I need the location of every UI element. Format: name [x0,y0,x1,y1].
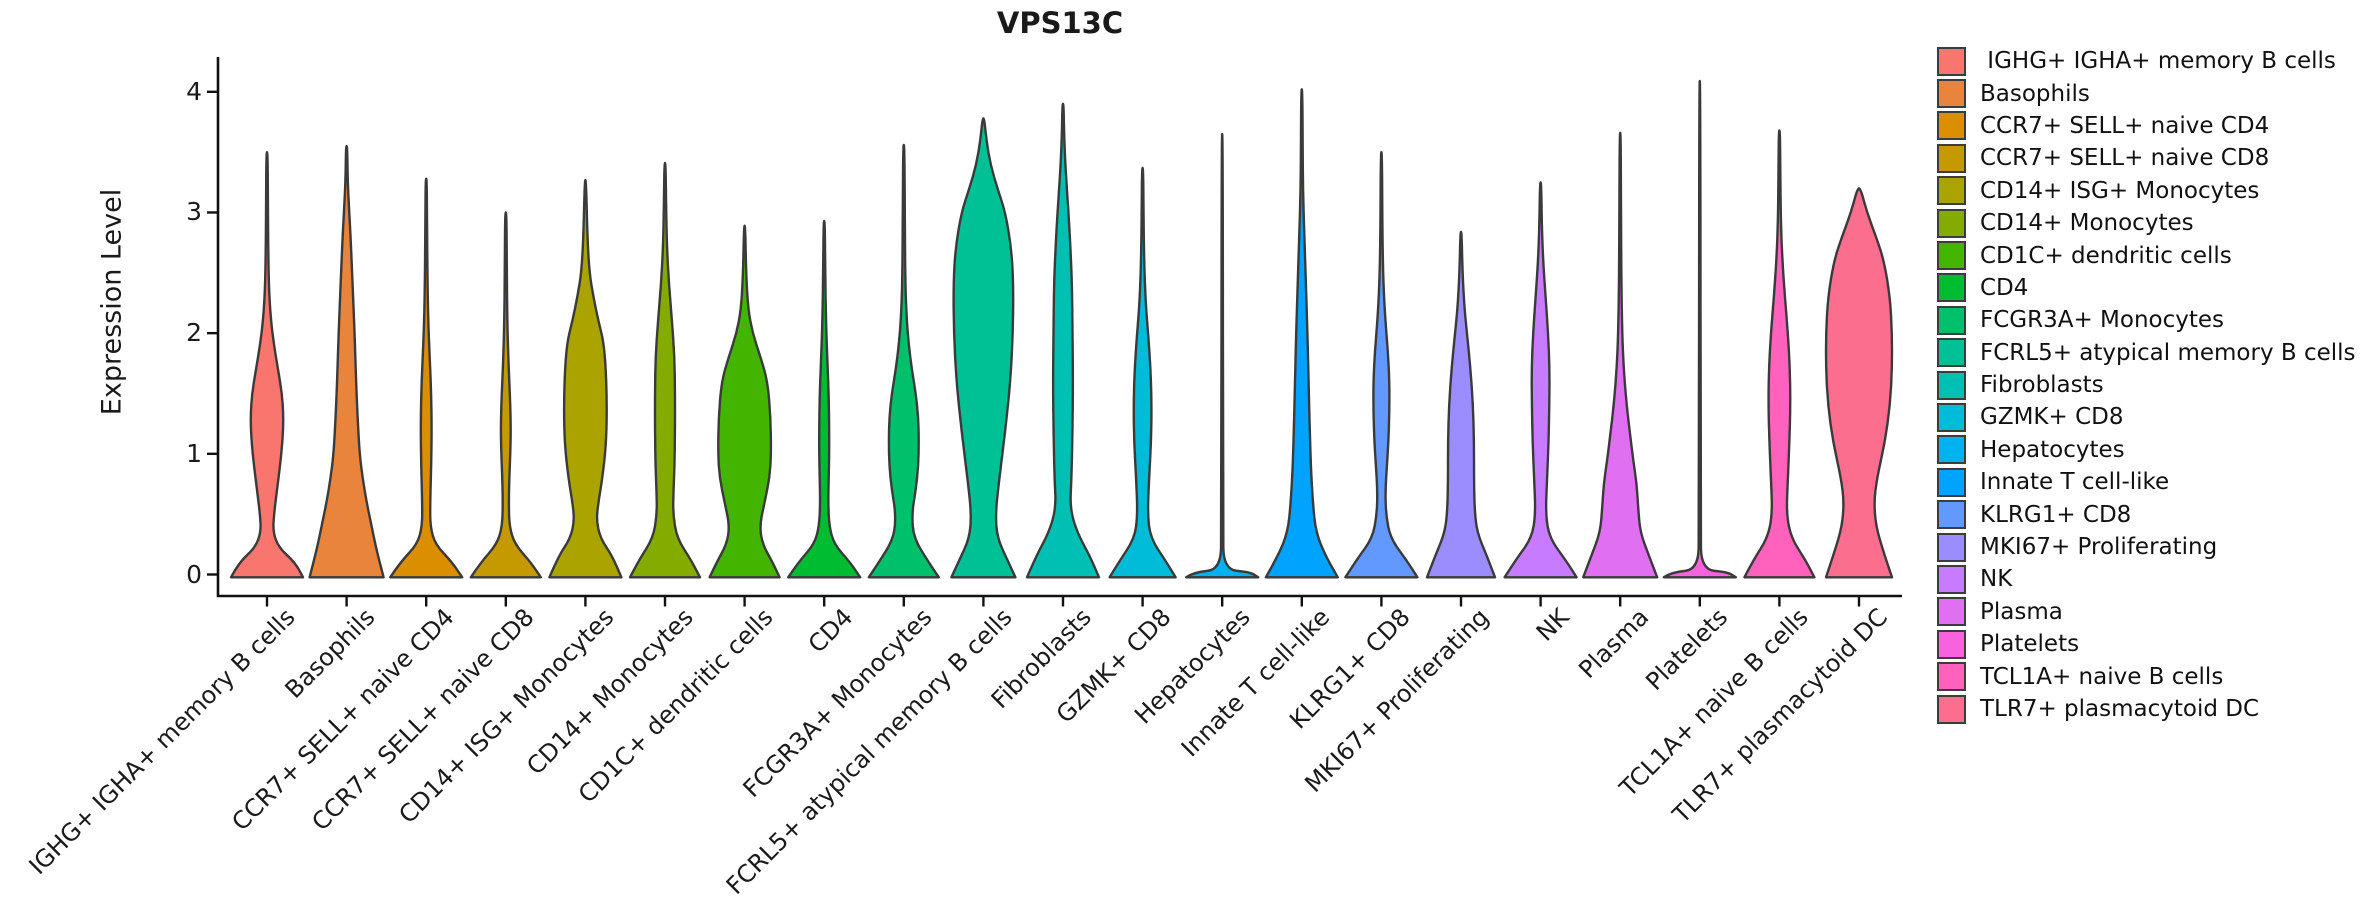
y-tick-label: 1 [186,438,202,468]
legend-swatch [1937,79,1966,109]
violin-klrg1-cd8 [1344,150,1419,579]
violin-gzmk-cd8 [1108,166,1177,579]
legend-swatch [1937,273,1966,303]
y-tick-label: 0 [186,559,202,589]
legend-item: Hepatocytes [1937,434,2356,466]
legend-swatch [1937,208,1966,238]
plot-title: VPS13C [996,6,1124,40]
legend-label: CD14+ Monocytes [1980,210,2194,237]
legend-label: TLR7+ plasmacytoid DC [1980,696,2260,722]
violin-fcgr3a-monocytes [867,143,940,579]
legend-swatch [1937,143,1966,173]
violin-platelets [1662,79,1737,579]
legend-label: Hepatocytes [1980,436,2125,463]
legend-item: CCR7+ SELL+ naive CD4 [1937,110,2356,142]
legend-label: Basophils [1980,80,2090,107]
legend-item: TLR7+ plasmacytoid DC [1937,693,2356,725]
legend-label: IGHG+ IGHA+ memory B cells [1980,48,2336,75]
violin-ccr7-sell-naive-cd4 [389,177,464,579]
violin-ccr7-sell-naive-cd8 [469,211,542,579]
legend-label: CCR7+ SELL+ naive CD4 [1980,112,2270,139]
violin-mki67-proliferating [1425,230,1497,579]
legend-swatch [1937,662,1966,692]
legend-item: FCRL5+ atypical memory B cells [1937,337,2356,369]
y-tick-label: 4 [186,76,202,106]
legend-label: Platelets [1980,631,2080,658]
violin-tcl1a-naive-b-cells [1743,129,1816,579]
legend-label: MKI67+ Proliferating [1980,534,2218,561]
legend-label: FCRL5+ atypical memory B cells [1980,339,2356,366]
legend-swatch [1937,111,1966,141]
legend-item: CD1C+ dendritic cells [1937,239,2356,271]
legend-swatch [1937,370,1966,400]
y-tick-label: 2 [186,318,202,348]
legend-label: GZMK+ CD8 [1980,404,2124,431]
legend-swatch [1937,467,1966,497]
legend-label: KLRG1+ CD8 [1980,501,2132,528]
axes-lines [216,57,1902,598]
legend-label: Plasma [1980,598,2063,625]
legend-item: KLRG1+ CD8 [1937,498,2356,530]
legend-swatch [1937,176,1966,206]
legend-swatch [1937,500,1966,530]
legend-item: IGHG+ IGHA+ memory B cells [1937,45,2356,77]
legend-label: CD1C+ dendritic cells [1980,242,2232,269]
legend-label: CCR7+ SELL+ naive CD8 [1980,145,2270,172]
legend-item: MKI67+ Proliferating [1937,531,2356,563]
legend-label: FCGR3A+ Monocytes [1980,307,2225,334]
legend-item: FCGR3A+ Monocytes [1937,304,2356,336]
legend-item: CD4 [1937,272,2356,304]
legend-swatch [1937,532,1966,562]
legend-label: CD14+ ISG+ Monocytes [1980,177,2260,204]
violin-fcrl5-atypical-memory-b-cells [950,117,1017,579]
legend-swatch [1937,694,1966,724]
violin-innate-t-cell-like [1264,88,1339,579]
legend-item: TCL1A+ naive B cells [1937,660,2356,692]
legend-item: CD14+ ISG+ Monocytes [1937,175,2356,207]
legend-item: NK [1937,563,2356,595]
violin-cd1c-dendritic-cells [708,224,781,579]
legend-swatch [1937,241,1966,271]
legend-swatch [1937,402,1966,432]
legend-swatch [1937,629,1966,659]
legend-label: Fibroblasts [1980,372,2104,399]
y-tick-label: 3 [186,197,202,227]
legend-item: GZMK+ CD8 [1937,401,2356,433]
violin-plasma [1582,131,1659,579]
legend-label: NK [1980,566,2013,593]
legend-swatch [1937,338,1966,368]
legend-swatch [1937,305,1966,335]
violin-basophils [308,144,385,579]
violin-nk [1503,181,1578,579]
violin-cd4 [787,219,862,579]
legend-swatch [1937,46,1966,76]
legend-swatch [1937,597,1966,627]
legend-item: Innate T cell-like [1937,466,2356,498]
violin-cd14-monocytes [628,161,702,579]
violin-hepatocytes [1185,132,1260,579]
legend-item: Basophils [1937,77,2356,109]
legend-item: Plasma [1937,596,2356,628]
legend: IGHG+ IGHA+ memory B cells Basophils CCR7+… [1937,45,2356,725]
violin-tlr7-plasmacytoid-dc [1824,187,1894,579]
legend-item: Platelets [1937,628,2356,660]
violin-fibroblasts [1025,102,1101,579]
legend-item: CCR7+ SELL+ naive CD8 [1937,142,2356,174]
legend-label: TCL1A+ naive B cells [1980,663,2224,690]
legend-item: CD14+ Monocytes [1937,207,2356,239]
legend-swatch [1937,564,1966,594]
violin-ighg-igha-memory-b-cells [229,150,305,579]
legend-label: CD4 [1980,274,2029,301]
legend-item: Fibroblasts [1937,369,2356,401]
legend-swatch [1937,435,1966,465]
legend-label: Innate T cell-like [1980,469,2170,496]
violin-cd14-isg-monocytes [548,178,623,579]
